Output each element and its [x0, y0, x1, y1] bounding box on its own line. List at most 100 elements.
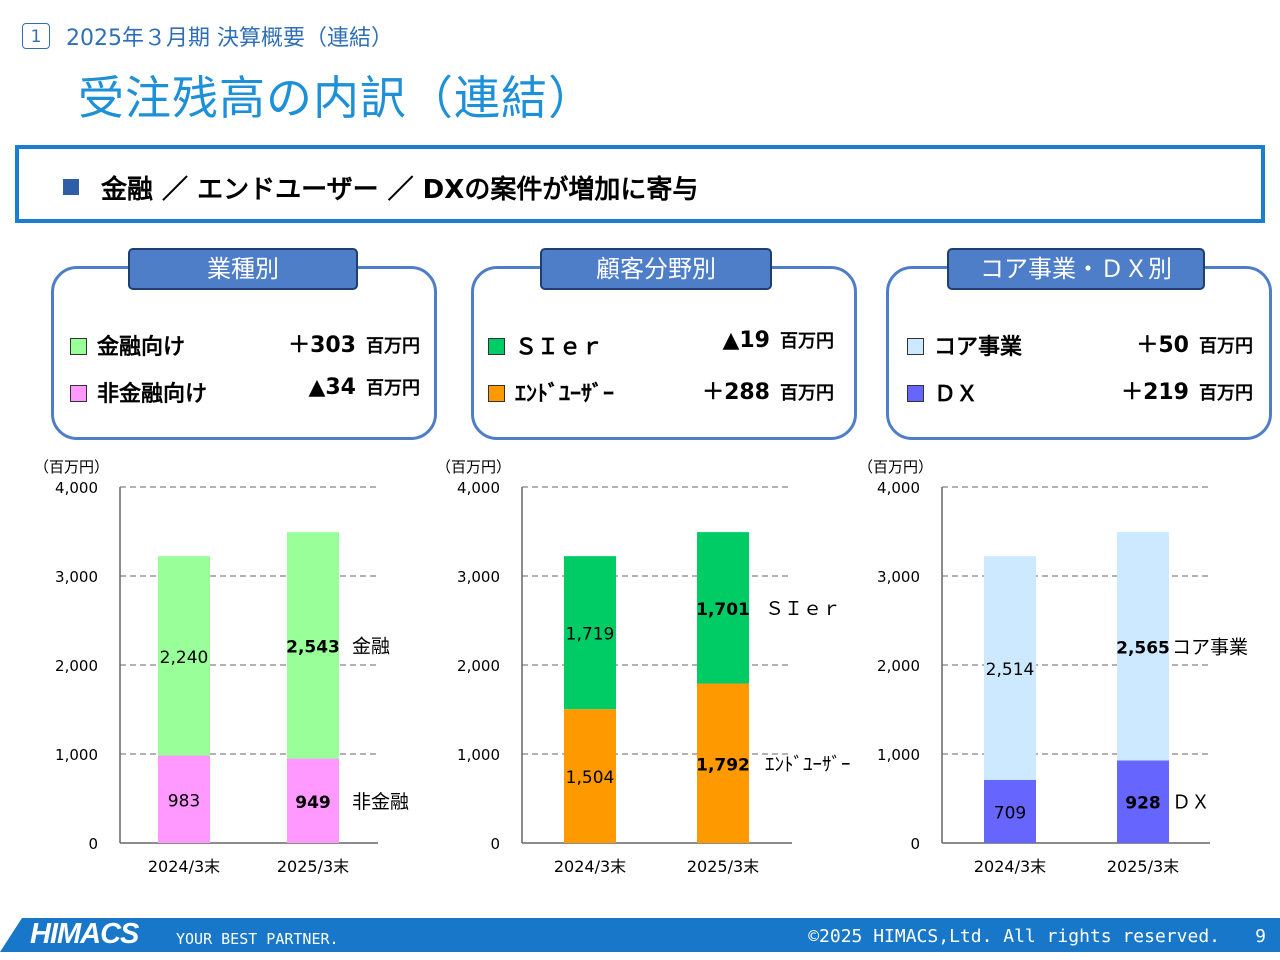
- legend-row-core: コア事業: [907, 329, 1022, 361]
- summary-banner: 金融 ／ エンドユーザー ／ DXの案件が増加に寄与: [15, 145, 1265, 223]
- y-tick-label: 1,000: [457, 746, 500, 764]
- change-value: ＋303: [288, 333, 356, 358]
- series-label: ｴﾝﾄﾞﾕｰｻﾞｰ: [765, 753, 851, 775]
- legend-label: 金融向け: [97, 335, 186, 360]
- unit-label: 百万円: [1199, 336, 1253, 357]
- legend-value: ▲34 百万円: [308, 374, 420, 400]
- y-tick-label: 1,000: [877, 746, 920, 764]
- x-tick-label: 2025/3末: [1107, 857, 1179, 876]
- y-tick-label: 0: [490, 835, 500, 853]
- data-label: 983: [168, 791, 200, 811]
- legend-value: ＋303 百万円: [288, 327, 420, 359]
- unit-label: 百万円: [780, 331, 834, 352]
- data-label: 1,504: [566, 768, 615, 788]
- unit-label: 百万円: [366, 336, 420, 357]
- legend-value: ＋288 百万円: [702, 374, 834, 406]
- company-logo: HIMACS: [30, 918, 139, 950]
- data-label: 2,514: [986, 660, 1035, 680]
- bar-segment: [697, 683, 749, 843]
- charts-canvas: （百万円） 0 1,000 2,000 3,000 4,000 983 2,240 2024/3…: [34, 458, 1248, 876]
- footer-tagline: YOUR BEST PARTNER.: [176, 930, 339, 948]
- x-tick-label: 2024/3末: [554, 857, 626, 876]
- y-tick-label: 4,000: [877, 479, 920, 497]
- legend-value: ＋50 百万円: [1136, 327, 1253, 359]
- footer-bottom-strip: [0, 952, 1280, 960]
- legend-value: ＋219 百万円: [1121, 374, 1253, 406]
- sier-swatch-icon: [488, 337, 505, 355]
- legend-label: ＳＩｅｒ: [515, 335, 604, 360]
- unit-label: （百万円）: [858, 458, 933, 476]
- bar-segment: [984, 779, 1036, 843]
- y-tick-label: 1,000: [55, 746, 98, 764]
- legend-label: ＤＸ: [934, 382, 979, 407]
- x-tick-label: 2025/3末: [277, 857, 349, 876]
- unit-label: （百万円）: [436, 458, 511, 476]
- y-tick-label: 0: [910, 835, 920, 853]
- y-tick-label: 2,000: [877, 657, 920, 675]
- unit-label: 百万円: [780, 383, 834, 404]
- y-tick-label: 3,000: [55, 568, 98, 586]
- legend-label: ｴﾝﾄﾞﾕｰｻﾞｰ: [515, 382, 615, 407]
- end-user-swatch-icon: [488, 384, 505, 402]
- bar-segment: [564, 709, 616, 843]
- y-tick-label: 4,000: [55, 479, 98, 497]
- bar-segment: [697, 532, 749, 684]
- x-tick-label: 2024/3末: [974, 857, 1046, 876]
- footer-copyright: ©2025 HIMACS,Ltd. All rights reserved.: [808, 926, 1220, 947]
- footer-bar: [0, 918, 1280, 952]
- page-title: 受注残高の内訳（連結）: [78, 71, 595, 125]
- section-number: 1: [22, 23, 50, 49]
- change-value: ＋288: [702, 380, 770, 405]
- y-tick-label: 3,000: [877, 568, 920, 586]
- data-label: 949: [295, 793, 331, 813]
- series-label: コア事業: [1172, 636, 1248, 658]
- data-label: 928: [1125, 794, 1161, 814]
- series-label: ＤＸ: [1172, 792, 1210, 814]
- y-tick-label: 2,000: [457, 657, 500, 675]
- bar-segment: [158, 755, 210, 843]
- series-label: 金融: [352, 635, 390, 657]
- panel-industry: 金融向け ＋303 百万円 非金融向け ▲34 百万円: [51, 266, 437, 440]
- unit-label: （百万円）: [34, 458, 109, 476]
- footer-corner: [0, 918, 22, 952]
- bar-segment: [287, 758, 339, 843]
- bar-segment: [984, 556, 1036, 780]
- unit-label: 百万円: [1199, 383, 1253, 404]
- data-label: 2,543: [286, 637, 340, 657]
- legend-row-finance: 金融向け: [70, 329, 185, 361]
- non-finance-swatch-icon: [70, 384, 87, 402]
- data-label: 2,565: [1116, 638, 1170, 658]
- bar-segment: [1117, 532, 1169, 761]
- panel-tab-core-dx: コア事業・ＤＸ別: [947, 248, 1205, 290]
- data-label: 2,240: [160, 648, 209, 668]
- legend-row-end-user: ｴﾝﾄﾞﾕｰｻﾞｰ: [488, 376, 614, 408]
- change-value: ▲34: [308, 375, 356, 400]
- series-label: 非金融: [352, 791, 409, 813]
- y-tick-label: 4,000: [457, 479, 500, 497]
- bar-segment: [287, 532, 339, 759]
- data-label: 709: [994, 803, 1026, 823]
- data-label: 1,792: [696, 755, 750, 775]
- legend-value: ▲19 百万円: [722, 327, 834, 353]
- panel-core-dx: コア事業 ＋50 百万円 ＤＸ ＋219 百万円: [886, 266, 1272, 440]
- panel-customer: ＳＩｅｒ ▲19 百万円 ｴﾝﾄﾞﾕｰｻﾞｰ ＋288 百万円: [471, 266, 857, 440]
- summary-text: 金融 ／ エンドユーザー ／ DXの案件が増加に寄与: [101, 175, 699, 205]
- legend-row-non-finance: 非金融向け: [70, 376, 207, 408]
- legend-row-sier: ＳＩｅｒ: [488, 329, 603, 361]
- legend-label: 非金融向け: [97, 382, 208, 407]
- legend-label: コア事業: [934, 335, 1023, 360]
- y-tick-label: 2,000: [55, 657, 98, 675]
- data-label: 1,701: [696, 600, 750, 620]
- legend-row-dx: ＤＸ: [907, 376, 978, 408]
- finance-swatch-icon: [70, 337, 87, 355]
- bullet-square-icon: [63, 179, 79, 195]
- unit-label: 百万円: [366, 378, 420, 399]
- change-value: ＋219: [1121, 380, 1189, 405]
- page-number: 9: [1255, 926, 1266, 947]
- y-tick-label: 0: [88, 835, 98, 853]
- bar-segment: [564, 556, 616, 710]
- x-tick-label: 2025/3末: [687, 857, 759, 876]
- dx-swatch-icon: [907, 384, 924, 402]
- series-label: ＳＩｅｒ: [765, 598, 841, 620]
- x-tick-label: 2024/3末: [148, 857, 220, 876]
